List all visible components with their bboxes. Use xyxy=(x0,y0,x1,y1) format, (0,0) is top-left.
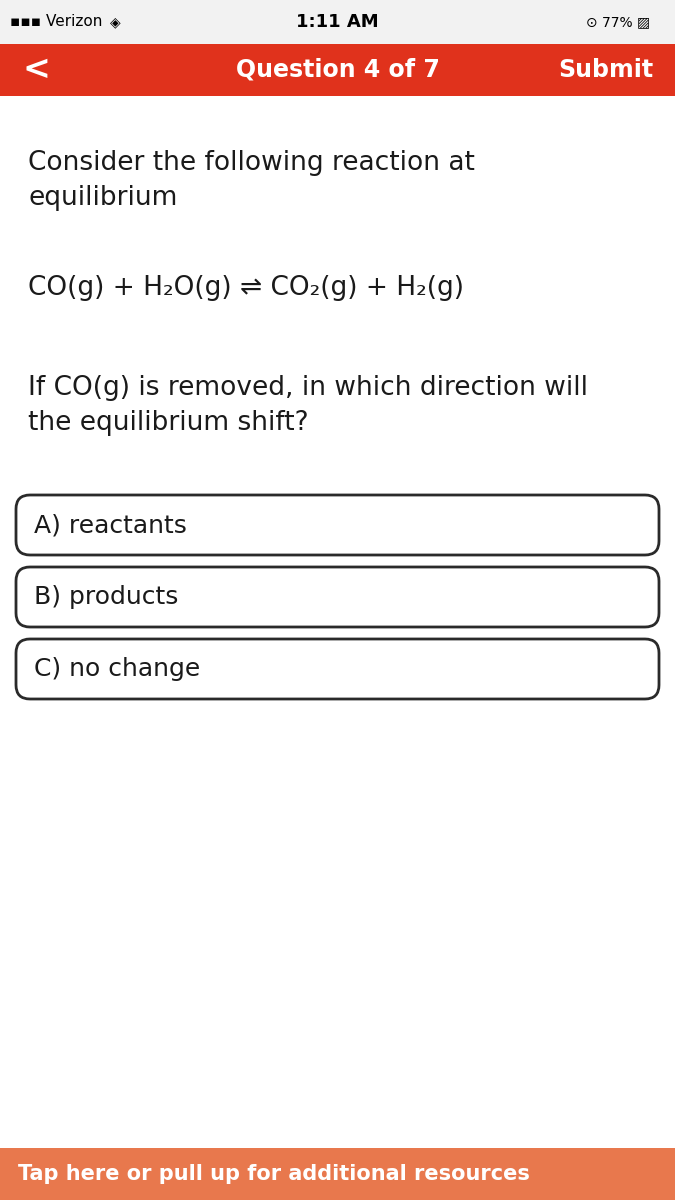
Text: ▪▪▪ Verizon: ▪▪▪ Verizon xyxy=(10,14,103,30)
Text: A) reactants: A) reactants xyxy=(34,514,187,538)
FancyBboxPatch shape xyxy=(16,638,659,698)
Text: <: < xyxy=(22,54,50,86)
Text: ⊙ 77% ▨: ⊙ 77% ▨ xyxy=(586,14,650,29)
Text: equilibrium: equilibrium xyxy=(28,185,178,211)
Text: If CO(g) is removed, in which direction will: If CO(g) is removed, in which direction … xyxy=(28,374,588,401)
Bar xyxy=(0,0,675,44)
Text: Submit: Submit xyxy=(558,58,653,82)
Text: Tap here or pull up for additional resources: Tap here or pull up for additional resou… xyxy=(18,1164,530,1184)
Text: C) no change: C) no change xyxy=(34,658,200,680)
Text: Question 4 of 7: Question 4 of 7 xyxy=(236,58,439,82)
Text: 1:11 AM: 1:11 AM xyxy=(296,13,379,31)
Text: B) products: B) products xyxy=(34,584,178,608)
FancyBboxPatch shape xyxy=(16,566,659,626)
Bar xyxy=(0,44,675,96)
Text: ◈: ◈ xyxy=(110,14,121,29)
Text: Consider the following reaction at: Consider the following reaction at xyxy=(28,150,475,176)
Text: CO(g) + H₂O(g) ⇌ CO₂(g) + H₂(g): CO(g) + H₂O(g) ⇌ CO₂(g) + H₂(g) xyxy=(28,275,464,301)
Text: the equilibrium shift?: the equilibrium shift? xyxy=(28,410,308,436)
Bar xyxy=(0,1148,675,1200)
FancyBboxPatch shape xyxy=(16,494,659,554)
